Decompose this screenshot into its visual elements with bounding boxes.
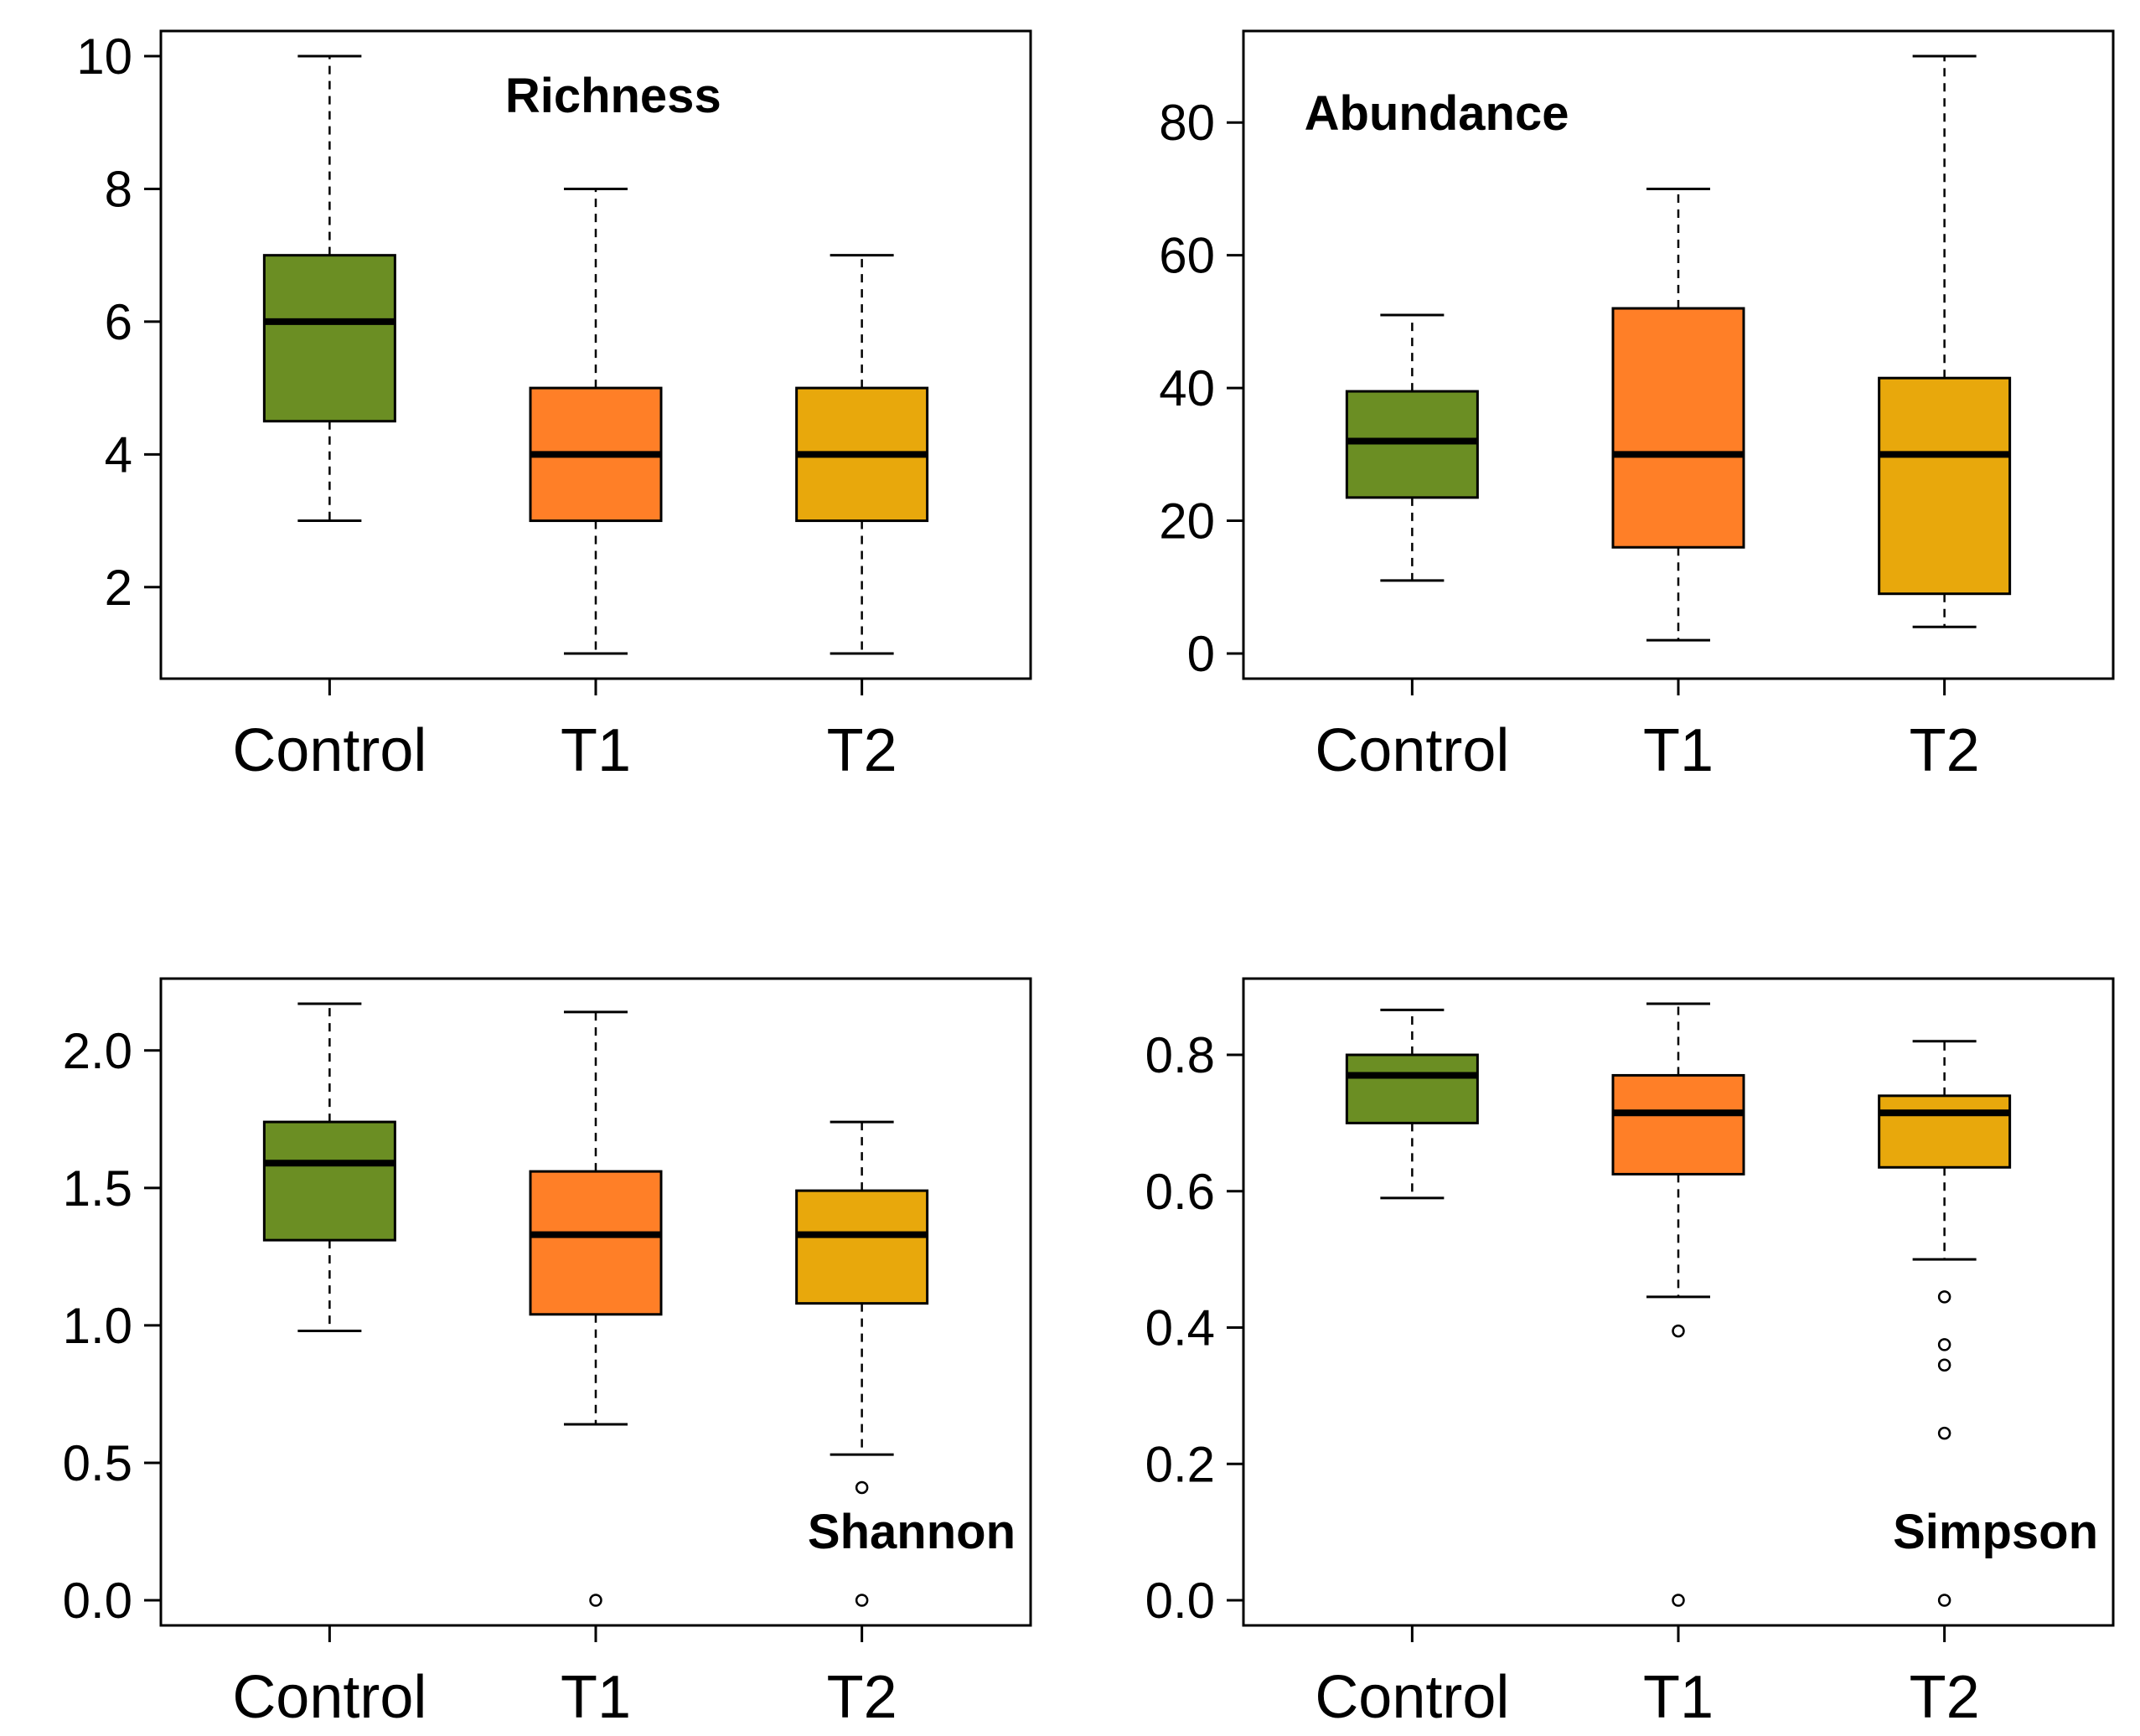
box-t1 [529,187,663,655]
iqr-box [1878,376,2012,596]
y-axis: 0.0 0.2 0.4 0.6 0.8 [1145,1027,1243,1629]
x-tick-label-control: Control [232,1664,426,1731]
x-tick-label-t1: T1 [561,1664,631,1731]
y-axis: 0.0 0.5 1.0 1.5 2.0 [63,1023,161,1629]
outlier-point [1937,1358,1951,1372]
y-tick-label: 4 [105,426,132,483]
outlier-point [1937,1594,1951,1607]
panel-simpson: 0.0 0.2 0.4 0.6 0.8 Control T1 T2 Simpson [1145,977,2115,1731]
y-tick-label: 0.0 [1145,1573,1215,1629]
y-axis: 2 4 6 8 10 [76,28,161,616]
y-tick-label: 0.6 [1145,1164,1215,1220]
y-tick-label: 6 [105,294,132,350]
panel-abundance: 0 20 40 60 80 Control T1 T2 Abundance [1159,29,2115,784]
box-t2 [1878,1040,2012,1607]
box-t1 [1611,1002,1745,1607]
panel-richness: 2 4 6 8 10 Control T1 T2 Richness [76,28,1032,784]
box-control [1345,313,1479,582]
outlier-point [1937,1426,1951,1440]
box-t1 [529,1010,663,1607]
y-tick-label: 0.4 [1145,1300,1215,1356]
panel-title-richness: Richness [505,69,721,123]
iqr-box [529,1170,663,1316]
y-axis: 0 20 40 60 80 [1159,95,1243,682]
y-tick-label: 60 [1159,228,1215,284]
outlier-point [1672,1324,1685,1338]
outlier-point [1672,1594,1685,1607]
outlier-point [1937,1338,1951,1351]
box-control [262,54,396,523]
y-tick-label: 80 [1159,95,1215,151]
y-tick-label: 0.5 [63,1435,132,1491]
y-tick-label: 1.5 [63,1160,132,1217]
x-axis: Control T1 T2 [1315,1625,1980,1731]
x-tick-label-t2: T2 [827,717,897,784]
iqr-box [1878,1094,2012,1169]
panel-shannon: 0.0 0.5 1.0 1.5 2.0 Control T1 T2 Shannon [63,977,1032,1731]
x-tick-label-t1: T1 [1643,1664,1714,1731]
x-tick-label-t2: T2 [1910,717,1980,784]
iqr-box [1345,1053,1479,1124]
y-tick-label: 0.2 [1145,1436,1215,1492]
box-t2 [795,254,929,655]
x-tick-label-control: Control [1315,1664,1509,1731]
iqr-box [1611,307,1745,549]
box-t2 [795,1120,929,1607]
x-axis: Control T1 T2 [1315,679,1980,784]
outlier-point [855,1480,869,1495]
x-tick-label-t1: T1 [561,717,631,784]
iqr-box [795,1189,929,1305]
y-tick-label: 8 [105,161,132,217]
box-t1 [1611,187,1745,642]
x-tick-label-t1: T1 [1643,717,1714,784]
y-tick-label: 0.0 [63,1573,132,1629]
y-tick-label: 40 [1159,360,1215,416]
iqr-box [262,1120,396,1242]
y-tick-label: 1.0 [63,1298,132,1354]
y-tick-label: 0.8 [1145,1027,1215,1083]
outlier-point [589,1594,602,1607]
box-control [1345,1008,1479,1200]
iqr-box [1611,1073,1745,1175]
iqr-box [262,254,396,423]
y-tick-label: 2 [105,560,132,616]
x-tick-label-t2: T2 [1910,1664,1980,1731]
x-axis: Control T1 T2 [232,679,897,784]
y-tick-label: 10 [76,28,132,85]
x-tick-label-control: Control [1315,717,1509,784]
x-axis: Control T1 T2 [232,1625,897,1731]
y-tick-label: 0 [1187,626,1215,682]
y-tick-label: 20 [1159,493,1215,550]
x-tick-label-control: Control [232,717,426,784]
outlier-point [1937,1290,1951,1304]
panel-title-simpson: Simpson [1893,1505,2098,1559]
x-tick-label-t2: T2 [827,1664,897,1731]
panel-title-abundance: Abundance [1305,86,1569,141]
outlier-point [855,1594,869,1607]
panel-title-shannon: Shannon [808,1505,1016,1559]
y-tick-label: 2.0 [63,1023,132,1079]
box-control [262,1002,396,1332]
box-t2 [1878,54,2012,628]
